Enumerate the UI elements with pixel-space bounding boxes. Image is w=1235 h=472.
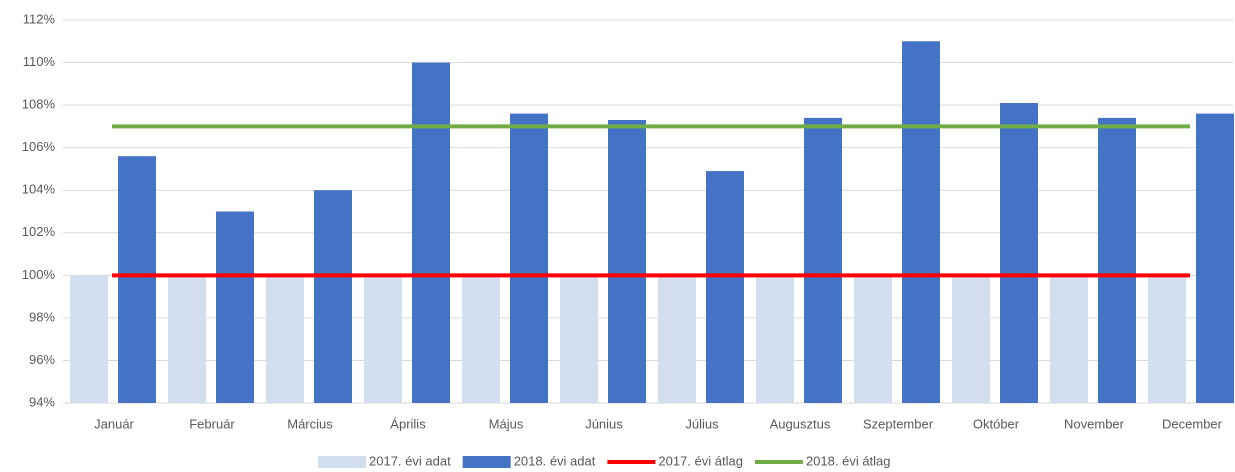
legend-swatch (318, 456, 366, 468)
bar (70, 275, 108, 403)
legend-label: 2017. évi átlag (658, 453, 743, 468)
bar (756, 275, 794, 403)
x-tick-label: Március (287, 416, 333, 431)
x-tick-label: Május (489, 416, 524, 431)
legend-swatch (462, 456, 511, 468)
x-tick-label: Szeptember (863, 416, 934, 431)
bar (1098, 117, 1136, 403)
bar (1148, 275, 1186, 403)
bar (364, 275, 402, 403)
bar (216, 211, 254, 403)
bar (412, 62, 450, 404)
bar (706, 171, 744, 403)
bar (902, 41, 940, 404)
bar (1000, 102, 1038, 403)
y-tick-label: 110% (23, 54, 56, 69)
legend-label: 2017. évi adat (369, 453, 451, 468)
y-tick-label: 98% (29, 309, 55, 324)
bar (1050, 275, 1088, 403)
x-tick-label: Június (585, 416, 623, 431)
bar (804, 117, 842, 403)
bar (1196, 113, 1234, 403)
legend-label: 2018. évi adat (514, 453, 596, 468)
x-tick-label: Október (973, 416, 1020, 431)
bar (266, 275, 304, 403)
y-tick-label: 102% (22, 224, 56, 239)
bar (608, 120, 646, 403)
x-tick-label: Február (189, 416, 235, 431)
y-tick-label: 94% (29, 394, 55, 409)
bar (462, 275, 500, 403)
x-tick-label: Január (94, 416, 134, 431)
bar (560, 275, 598, 403)
y-tick-label: 104% (22, 182, 56, 197)
x-tick-label: Augusztus (770, 416, 831, 431)
x-tick-label: Április (390, 416, 426, 431)
bar (168, 275, 206, 403)
y-tick-label: 106% (22, 139, 56, 154)
bar (658, 275, 696, 403)
bar (952, 275, 990, 403)
y-tick-label: 100% (22, 267, 56, 282)
y-tick-label: 112% (23, 11, 56, 26)
legend-label: 2018. évi átlag (806, 453, 891, 468)
x-tick-label: November (1064, 416, 1125, 431)
bar (510, 113, 548, 403)
x-tick-label: December (1162, 416, 1223, 431)
bar (118, 156, 156, 403)
x-tick-label: Július (685, 416, 719, 431)
bar (854, 275, 892, 403)
y-tick-label: 96% (29, 352, 55, 367)
y-tick-label: 108% (22, 97, 56, 112)
bar (314, 190, 352, 403)
